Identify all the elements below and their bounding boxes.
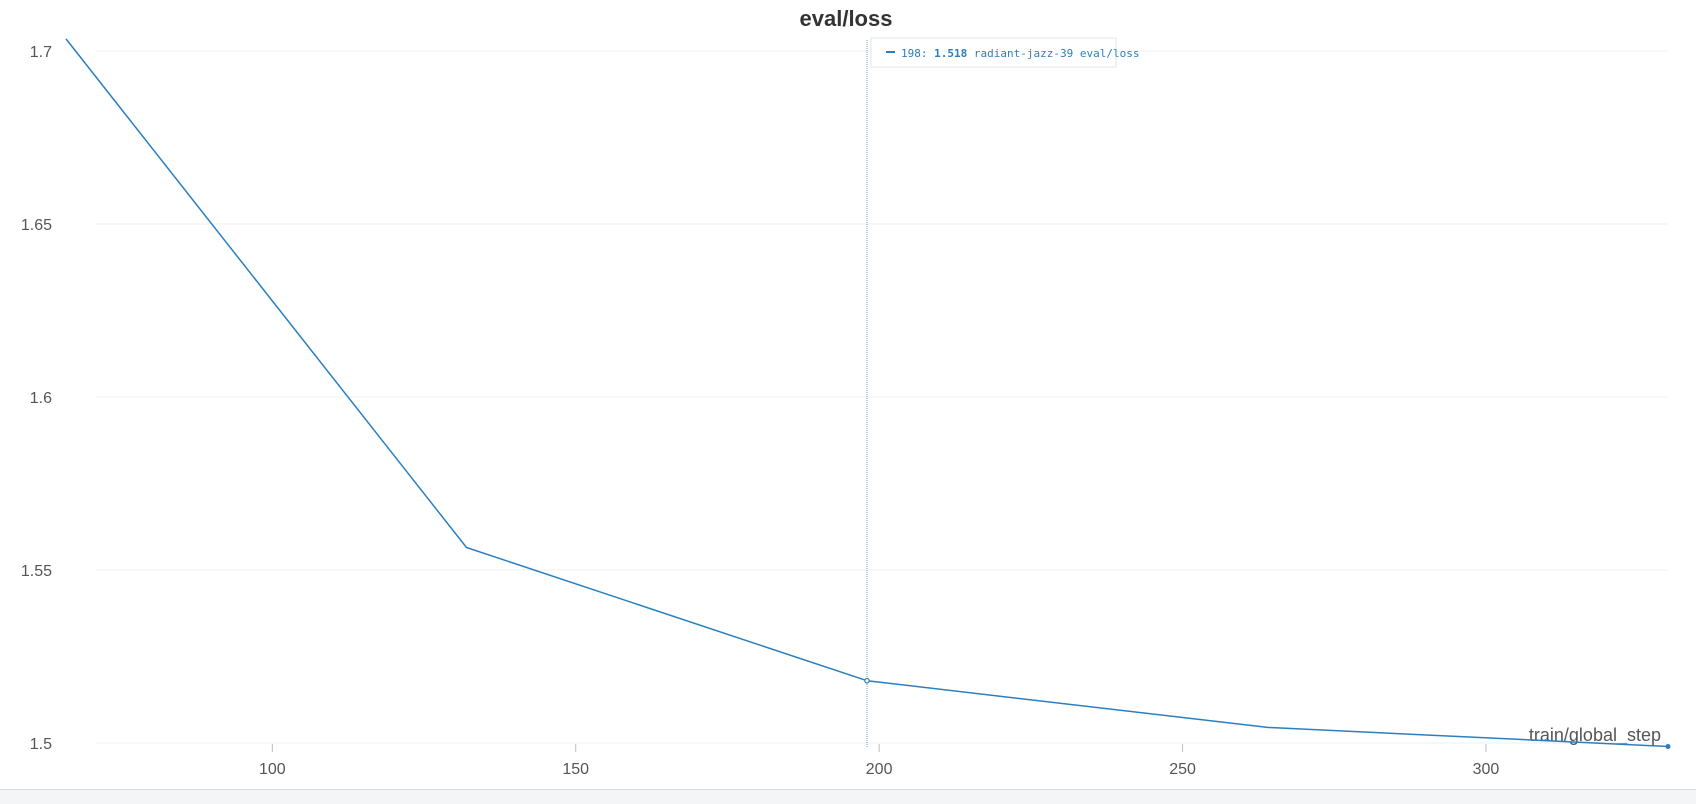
x-tick-label: 250 bbox=[1169, 761, 1196, 778]
chart-title: eval/loss bbox=[800, 6, 893, 31]
x-tick-label: 150 bbox=[562, 761, 589, 778]
y-tick-label: 1.55 bbox=[21, 563, 52, 580]
tooltip-series-name: radiant-jazz-39 eval/loss bbox=[974, 47, 1140, 60]
x-tick-label: 300 bbox=[1473, 761, 1500, 778]
hover-tooltip: 198: 1.518 radiant-jazz-39 eval/loss bbox=[870, 37, 1139, 68]
grid-lines bbox=[96, 50, 1668, 744]
y-tick-label: 1.7 bbox=[30, 44, 52, 61]
x-axis-ticks: 100 150 200 250 300 bbox=[259, 744, 1499, 778]
hover-point bbox=[864, 677, 870, 684]
y-tick-label: 1.6 bbox=[30, 390, 52, 407]
panel-footer-bar bbox=[0, 789, 1696, 804]
x-tick-label: 100 bbox=[259, 761, 286, 778]
tooltip-text: 198: 1.518 radiant-jazz-39 eval/loss bbox=[901, 47, 1139, 60]
series-layer bbox=[65, 38, 1671, 749]
y-tick-label: 1.5 bbox=[30, 736, 52, 753]
series-end-point bbox=[1665, 743, 1671, 749]
x-tick-label: 200 bbox=[866, 761, 893, 778]
y-axis-ticks: 1.5 1.55 1.6 1.65 1.7 bbox=[21, 44, 52, 753]
tooltip-box bbox=[870, 37, 1117, 68]
y-tick-label: 1.65 bbox=[21, 217, 52, 234]
tooltip-value: 1.518 bbox=[934, 47, 967, 60]
tooltip-step: 198: bbox=[901, 47, 928, 60]
